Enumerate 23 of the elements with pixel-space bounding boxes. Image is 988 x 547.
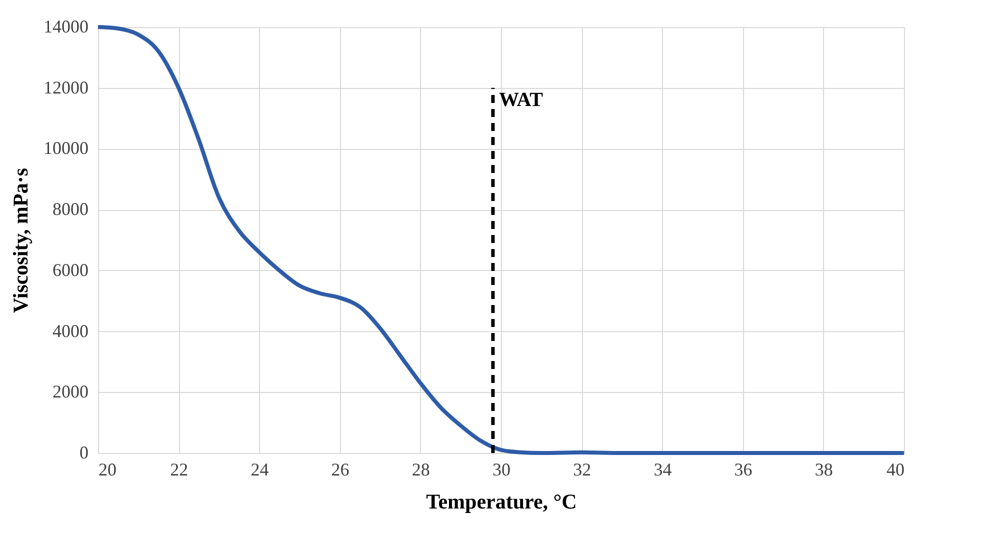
line-series [96,25,906,455]
y-tick-label: 8000 [52,199,88,220]
x-tick-label: 26 [331,460,350,480]
x-tick-label: 28 [412,460,430,480]
y-tick-label: 6000 [52,260,88,280]
y-tick-label: 14000 [44,16,88,36]
x-tick-label: 24 [250,460,269,480]
annotation: WAT [498,88,544,111]
x-tick-label: 40 [886,460,904,480]
y-tick-label: 4000 [52,320,88,341]
y-tick-label: 2000 [52,382,88,402]
y-tick-label: 12000 [44,77,88,98]
x-axis-title: Temperature, °C [426,490,577,514]
y-axis-title: Viscosity, mPa·s [8,168,32,314]
x-tick-label: 22 [170,460,188,480]
x-tick-label: 34 [654,460,672,480]
x-tick-label: 20 [98,460,116,480]
x-tick-label: 38 [814,460,833,480]
x-tick-label: 32 [573,460,592,480]
y-tick-label: 10000 [44,138,88,158]
y-tick-label: 0 [80,442,88,462]
x-tick-label: 30 [492,460,510,480]
x-tick-label: 36 [734,460,752,480]
